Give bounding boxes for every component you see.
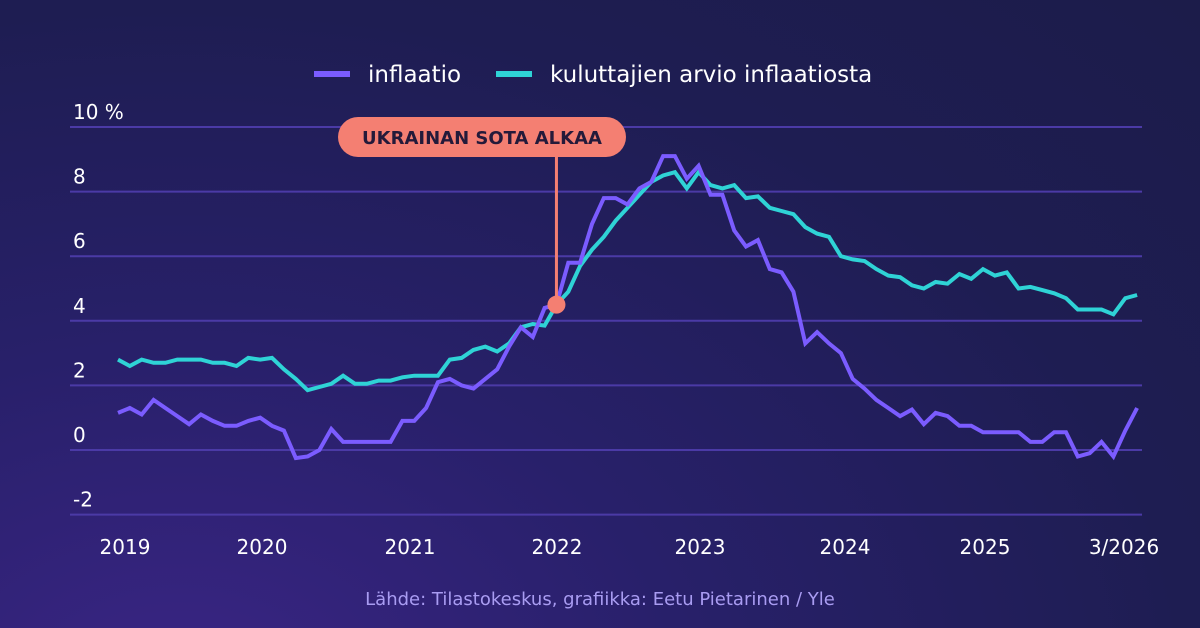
x-axis-ticks: 2019 2020 2021 2022 2023 2024 2025 3/2026 [100,535,1160,559]
x-tick-label: 2020 [237,535,288,559]
legend-label-kuluttajien-arvio: kuluttajien arvio inflaatiosta [550,62,872,88]
series-line-kuluttajien-arvio [117,169,1138,393]
x-tick-label: 2023 [675,535,726,559]
gridlines [70,126,1142,516]
y-tick-label: 2 [73,358,86,382]
annotation-marker [547,295,566,314]
legend: inflaatio kuluttajien arvio inflaatiosta [314,62,872,88]
source-credit: Lähde: Tilastokeskus, grafiikka: Eetu Pi… [365,589,835,610]
annotation-label: UKRAINAN SOTA ALKAA [362,128,602,149]
series-line-inflaatio [117,154,1139,461]
y-tick-label: 8 [73,165,86,189]
y-tick-label: 4 [73,294,86,318]
y-tick-label: 0 [73,423,86,447]
x-tick-label: 2019 [100,535,151,559]
y-tick-label: -2 [73,488,93,512]
y-tick-label: 6 [73,229,86,253]
legend-label-inflaatio: inflaatio [368,62,461,88]
x-tick-label: 2025 [960,535,1011,559]
x-tick-label: 2024 [820,535,871,559]
x-tick-label: 3/2026 [1089,535,1159,559]
x-tick-label: 2022 [532,535,583,559]
x-tick-label: 2021 [385,535,436,559]
y-tick-label: 10 % [73,100,124,124]
y-axis-ticks: 10 % 8 6 4 2 0 -2 [73,100,124,512]
series-lines [117,154,1139,461]
annotation-pill [338,117,626,157]
annotation: UKRAINAN SOTA ALKAA [338,117,626,314]
